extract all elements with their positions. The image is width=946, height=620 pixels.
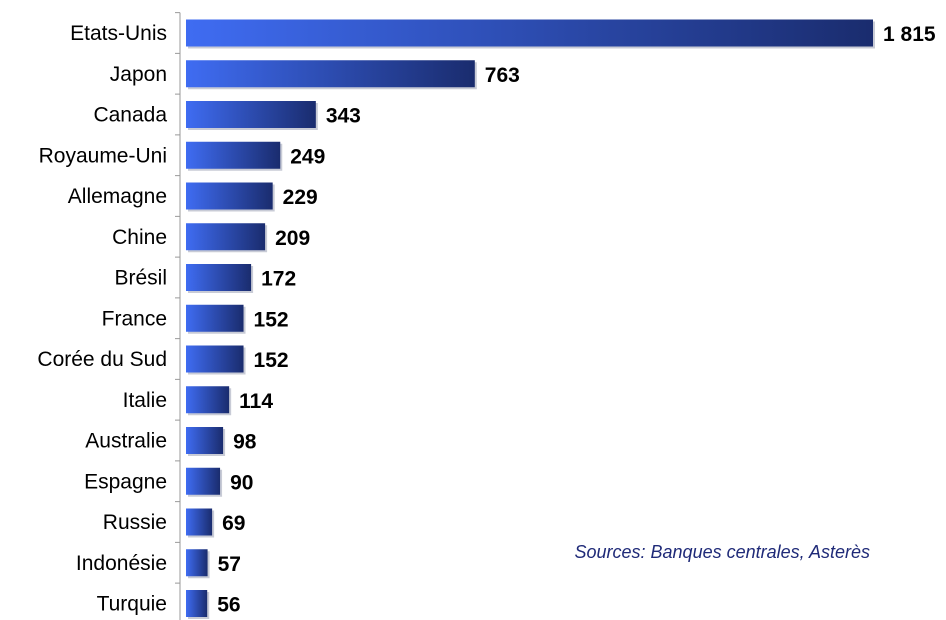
value-label: 229 (283, 186, 318, 209)
bar (186, 590, 208, 617)
bar (186, 304, 244, 332)
value-label: 763 (485, 64, 520, 87)
bar (186, 264, 252, 291)
category-label: Canada (93, 104, 167, 127)
bar (186, 223, 266, 251)
category-label: Turquie (97, 593, 167, 616)
category-label: Brésil (114, 267, 167, 290)
bar (186, 101, 316, 128)
bar (186, 549, 208, 577)
category-label: France (102, 307, 167, 330)
category-label: Russie (103, 511, 167, 534)
value-label: 114 (239, 390, 273, 413)
bar (186, 60, 475, 88)
category-label: Japon (110, 63, 167, 86)
bar (186, 19, 873, 47)
bar (186, 467, 221, 495)
category-label: Allemagne (68, 185, 167, 208)
category-label: Etats-Unis (70, 22, 167, 45)
category-label: Chine (112, 226, 167, 249)
category-label: Italie (123, 389, 167, 412)
category-label: Corée du Sud (37, 348, 167, 371)
value-label: 98 (233, 431, 257, 454)
value-label: 1 815 (883, 23, 936, 46)
bar (186, 508, 213, 536)
value-label: 172 (261, 268, 296, 291)
value-label: 69 (222, 512, 245, 535)
category-label: Australie (85, 430, 167, 453)
category-label: Royaume-Uni (39, 144, 167, 167)
bar (186, 427, 224, 454)
value-label: 57 (218, 553, 241, 576)
bar (186, 345, 244, 373)
bar (186, 182, 273, 210)
value-label: 90 (230, 471, 253, 494)
value-label: 343 (326, 105, 361, 128)
category-label: Indonésie (76, 552, 167, 575)
value-label: 152 (254, 349, 289, 372)
source-annotation: Sources: Banques centrales, Asterès (575, 542, 871, 562)
value-label: 152 (254, 308, 289, 331)
value-label: 56 (217, 594, 240, 617)
value-label: 209 (275, 227, 310, 250)
bar (186, 386, 230, 414)
value-label: 249 (290, 145, 325, 168)
category-label: Espagne (84, 470, 167, 493)
bar (186, 141, 281, 169)
